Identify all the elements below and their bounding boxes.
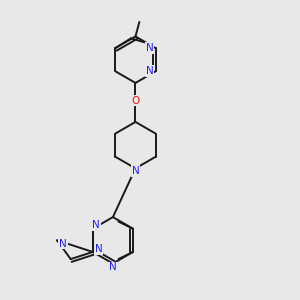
Text: N: N xyxy=(109,262,117,272)
Text: O: O xyxy=(131,96,140,106)
Text: N: N xyxy=(132,166,140,176)
Text: N: N xyxy=(59,238,67,248)
Text: N: N xyxy=(95,244,103,254)
Text: N: N xyxy=(146,43,154,53)
Text: N: N xyxy=(146,66,154,76)
Text: N: N xyxy=(92,220,100,230)
